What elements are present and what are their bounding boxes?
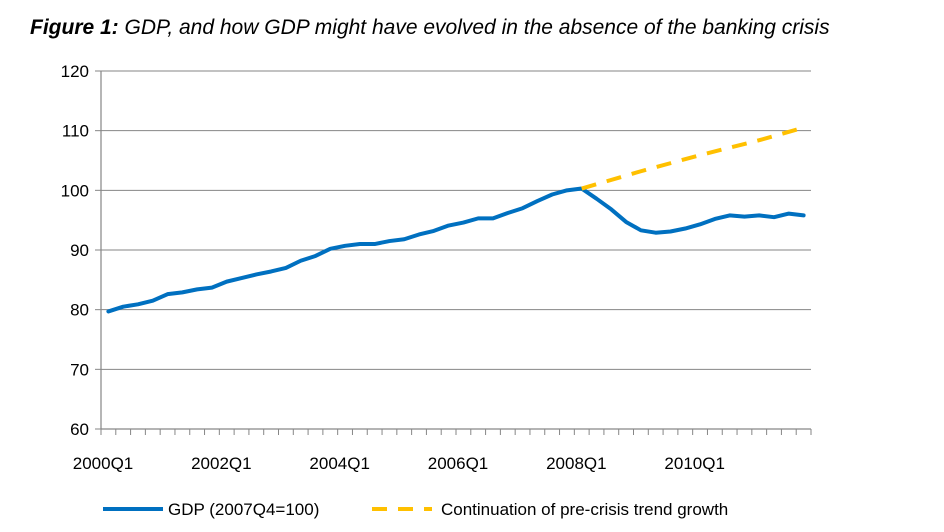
x-axis-tick-labels: 2000Q1 2002Q1 2004Q1 2006Q1 2008Q1 2010Q1 [73,454,725,473]
figure-number: Figure 1: [30,16,119,39]
figure-caption: GDP, and how GDP might have evolved in t… [124,16,830,39]
x-tick-label: 2000Q1 [73,454,134,473]
x-tick-label: 2004Q1 [309,454,370,473]
x-tick-label: 2006Q1 [428,454,489,473]
series-lines [106,125,806,314]
y-tick-label: 100 [61,181,89,200]
y-tick-label: 90 [70,241,89,260]
legend-trend-label: Continuation of pre-crisis trend growth [441,500,728,519]
gridlines [95,70,811,430]
axes [100,71,812,435]
trend-series-line [581,125,805,191]
legend: GDP (2007Q4=100) Continuation of pre-cris… [103,500,728,519]
x-tick-label: 2002Q1 [191,454,252,473]
y-tick-label: 80 [70,301,89,320]
y-axis-tick-labels: 60 70 80 90 100 110 120 [61,62,89,439]
x-tick-label: 2008Q1 [546,454,607,473]
y-tick-label: 120 [61,62,89,81]
chart-title: Figure 1: GDP, and how GDP might have ev… [30,16,830,40]
legend-gdp-label: GDP (2007Q4=100) [168,500,319,519]
x-tick-label: 2010Q1 [664,454,725,473]
y-tick-label: 110 [62,122,89,141]
gdp-series-line [106,186,806,314]
y-tick-label: 60 [70,420,89,439]
y-tick-label: 70 [70,360,89,379]
